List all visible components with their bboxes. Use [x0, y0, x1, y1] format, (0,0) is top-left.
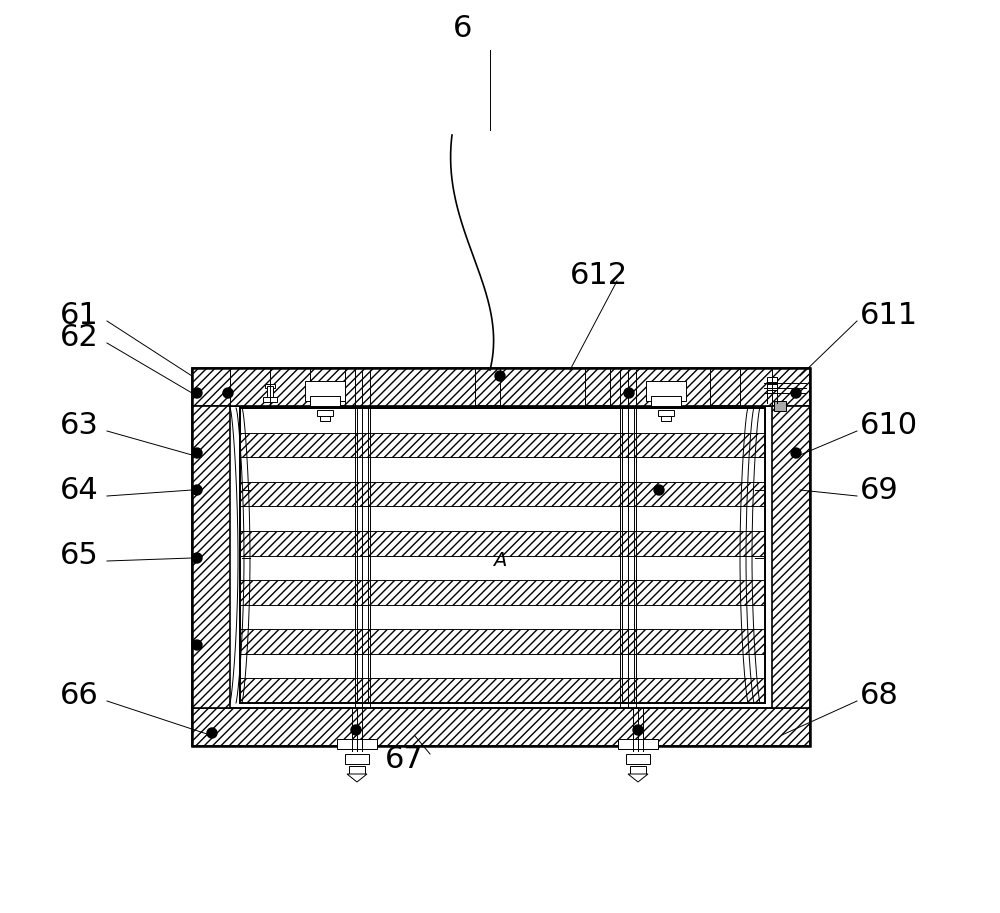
Text: 611: 611: [860, 300, 918, 330]
Text: 61: 61: [60, 300, 99, 330]
Bar: [240, 604, 765, 629]
Bar: [349, 766, 365, 774]
Polygon shape: [347, 774, 367, 782]
Bar: [192, 708, 810, 746]
Bar: [305, 381, 345, 401]
Bar: [240, 629, 765, 654]
Circle shape: [192, 388, 202, 398]
Bar: [345, 368, 475, 406]
Bar: [192, 406, 230, 708]
Bar: [337, 739, 377, 749]
Bar: [240, 408, 765, 703]
Bar: [192, 368, 810, 746]
Bar: [192, 368, 810, 406]
Text: 6: 6: [453, 14, 472, 43]
Bar: [646, 381, 686, 401]
Text: 64: 64: [60, 476, 99, 505]
Bar: [267, 386, 273, 398]
Bar: [240, 654, 765, 678]
Bar: [500, 368, 585, 406]
Text: A: A: [493, 551, 507, 570]
Bar: [240, 531, 765, 555]
Bar: [310, 396, 340, 406]
Bar: [618, 739, 658, 749]
Circle shape: [192, 553, 202, 563]
Text: 62: 62: [60, 322, 99, 352]
Bar: [230, 368, 310, 406]
Bar: [630, 766, 646, 774]
Bar: [610, 368, 710, 406]
Bar: [626, 754, 650, 764]
Bar: [345, 754, 369, 764]
Bar: [774, 401, 786, 411]
Text: 610: 610: [860, 411, 918, 439]
Circle shape: [192, 640, 202, 650]
Bar: [240, 507, 765, 531]
Text: 63: 63: [60, 411, 99, 439]
Bar: [263, 397, 277, 402]
Circle shape: [207, 728, 217, 738]
Bar: [320, 416, 330, 421]
Bar: [240, 408, 765, 433]
Bar: [240, 408, 765, 703]
Text: 66: 66: [60, 680, 99, 709]
Text: 67: 67: [385, 746, 424, 774]
Circle shape: [633, 725, 643, 735]
Circle shape: [791, 388, 801, 398]
Bar: [240, 678, 765, 703]
Circle shape: [192, 485, 202, 495]
Circle shape: [495, 371, 505, 381]
Bar: [661, 416, 671, 421]
Circle shape: [624, 388, 634, 398]
Bar: [772, 406, 810, 708]
Circle shape: [654, 485, 664, 495]
Circle shape: [791, 448, 801, 458]
Bar: [658, 410, 674, 416]
Bar: [767, 384, 777, 390]
Bar: [240, 580, 765, 604]
Circle shape: [192, 448, 202, 458]
Bar: [240, 457, 765, 482]
Circle shape: [351, 725, 361, 735]
Text: 612: 612: [570, 260, 628, 289]
Bar: [240, 433, 765, 457]
Text: 68: 68: [860, 680, 899, 709]
Bar: [767, 377, 777, 382]
Bar: [240, 482, 765, 507]
Polygon shape: [628, 774, 648, 782]
Text: 69: 69: [860, 476, 899, 505]
Text: 65: 65: [60, 540, 99, 570]
Bar: [651, 396, 681, 406]
Bar: [317, 410, 333, 416]
Bar: [265, 384, 275, 388]
Bar: [740, 368, 772, 406]
Bar: [240, 555, 765, 580]
Circle shape: [223, 388, 233, 398]
